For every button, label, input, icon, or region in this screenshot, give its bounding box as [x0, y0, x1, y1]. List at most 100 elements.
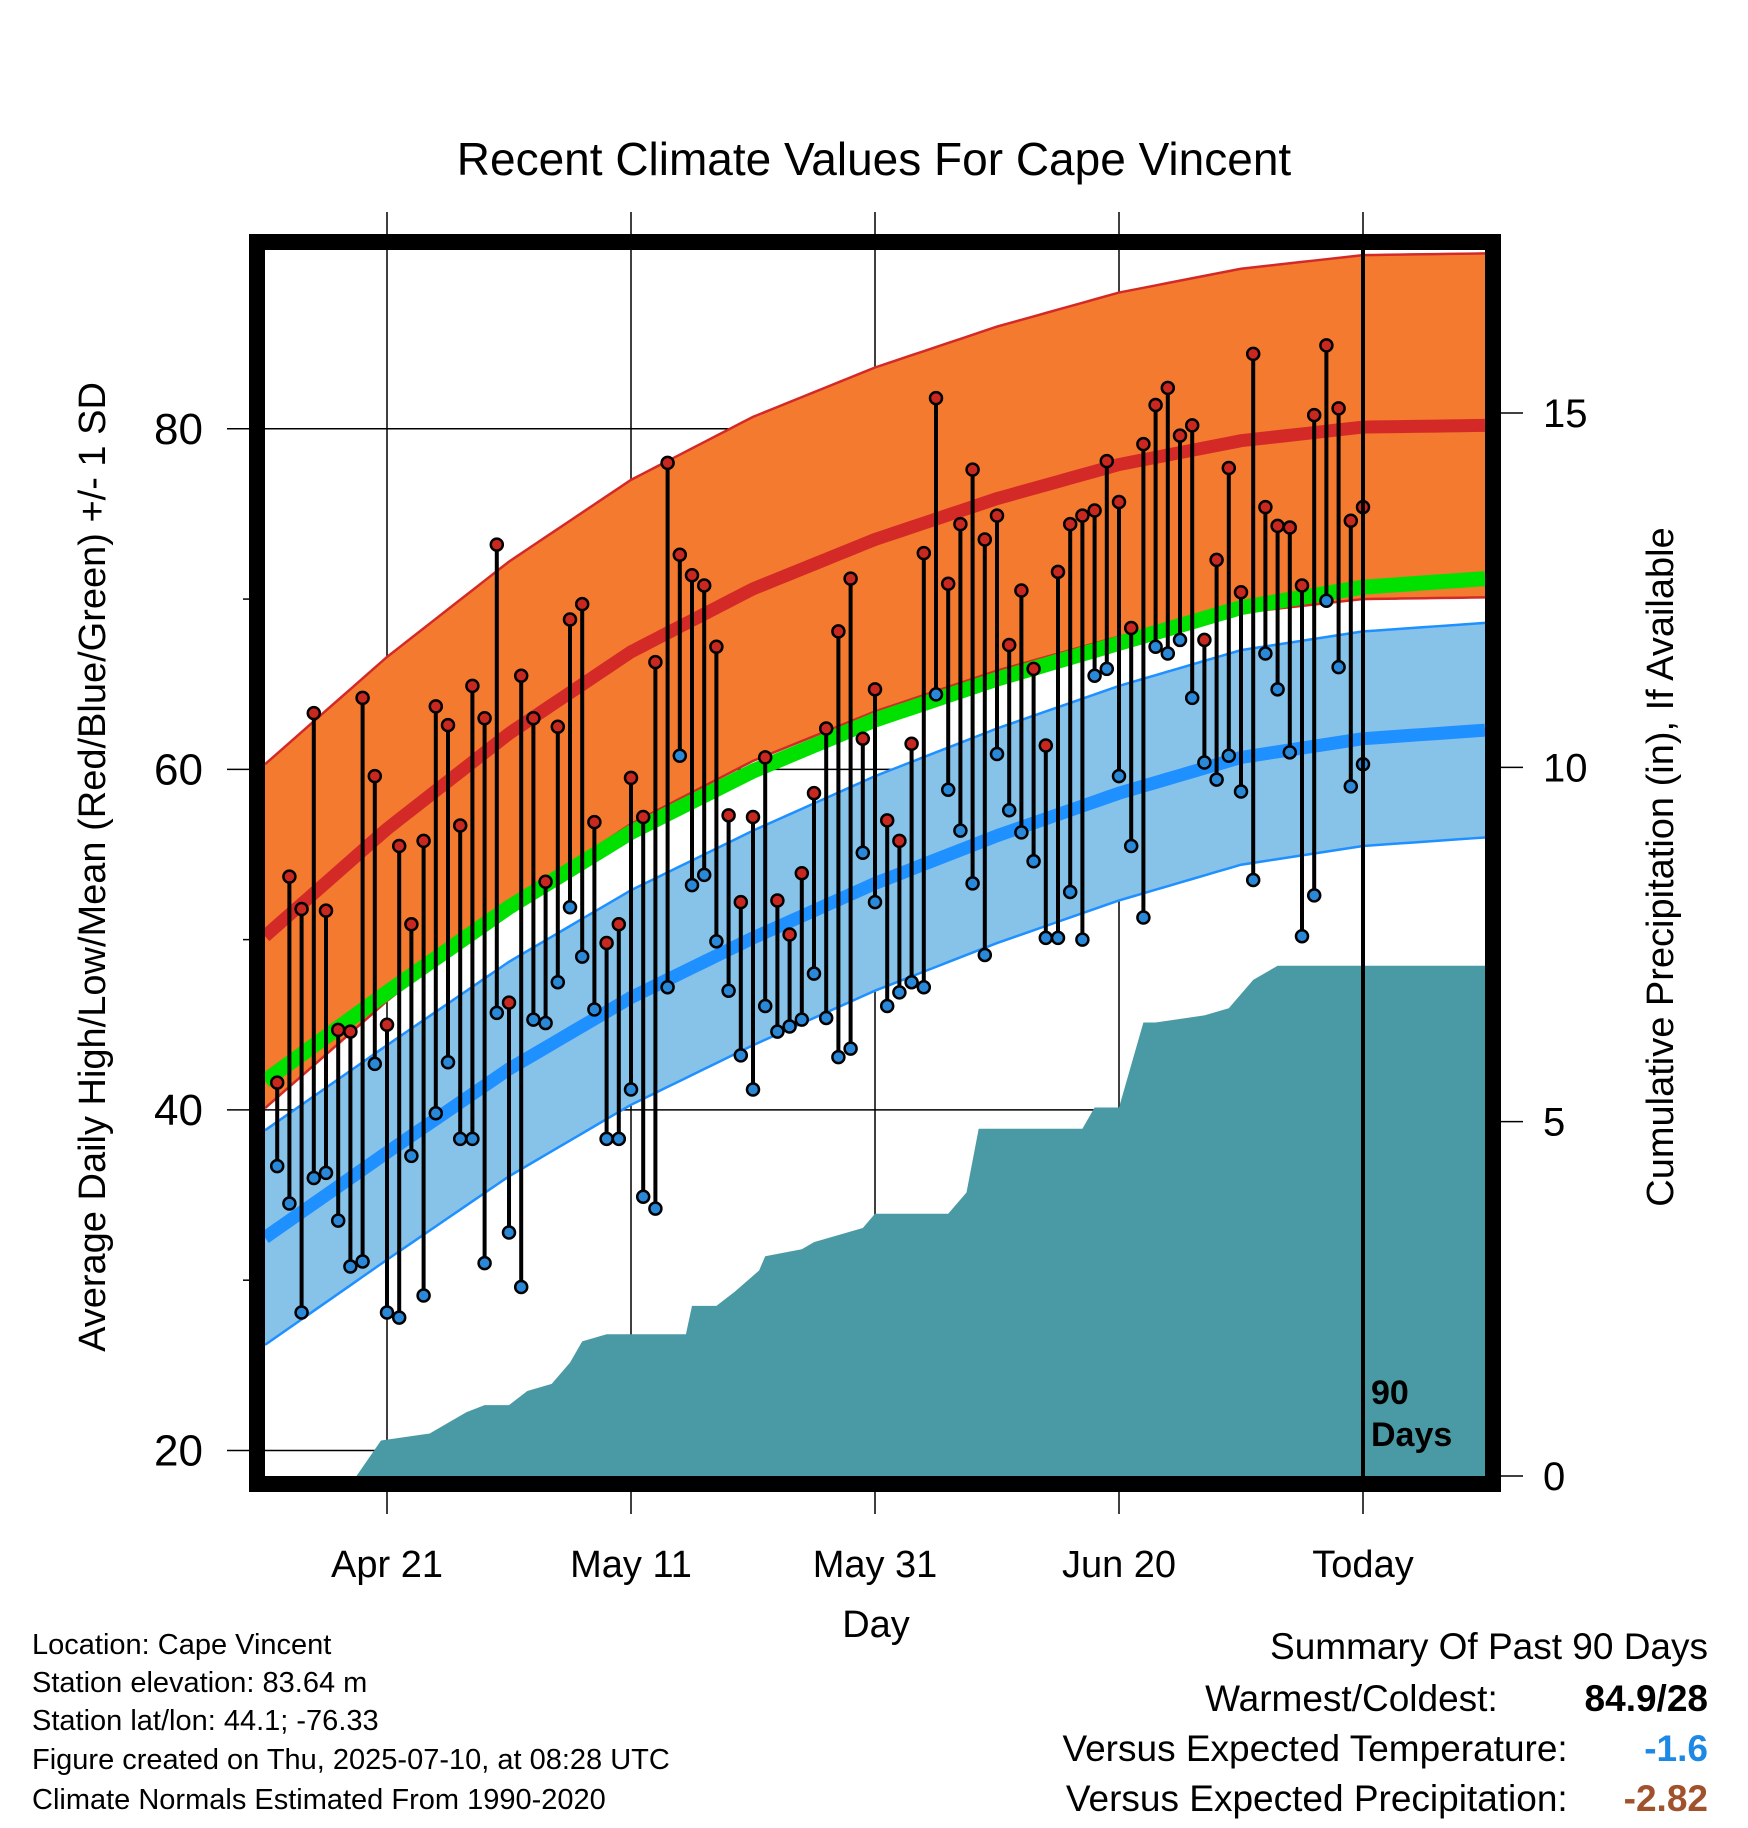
observed-high-point [940, 576, 956, 591]
observed-low-point [1087, 668, 1102, 683]
observed-high-point [1160, 380, 1176, 396]
observed-low-point [1136, 910, 1151, 925]
observed-high-point [330, 1022, 346, 1038]
observed-high-point [1111, 494, 1127, 510]
observed-low-point [1270, 682, 1285, 697]
observed-high-point [440, 717, 456, 733]
observed-high-point [1221, 460, 1237, 476]
observed-low-point [416, 1288, 431, 1303]
observed-low-point [1062, 884, 1078, 900]
observed-low-point [623, 1082, 639, 1097]
observed-low-point [306, 1170, 322, 1186]
observed-low-point [1331, 659, 1346, 675]
observed-low-point [550, 974, 566, 990]
observed-low-point [879, 998, 895, 1014]
observed-high-point [574, 596, 590, 612]
observed-low-point [526, 1012, 541, 1027]
observed-high-point [501, 995, 517, 1010]
observed-high-point [1294, 578, 1310, 593]
observed-high-point [745, 809, 761, 825]
observed-low-point [770, 1024, 785, 1039]
observed-low-point [1014, 825, 1029, 840]
observed-low-point [269, 1158, 285, 1174]
observed-low-point [1038, 930, 1054, 946]
observed-high-point [562, 612, 578, 627]
observed-low-point [574, 949, 590, 964]
observed-high-point [404, 917, 419, 932]
observed-high-point [452, 818, 468, 833]
observed-low-point [721, 983, 736, 998]
observed-high-point [892, 833, 907, 849]
x-axis-label: Day [842, 1604, 910, 1646]
observed-low-point [391, 1310, 407, 1325]
x-tick-label: May 31 [813, 1544, 938, 1586]
footer-normals-note: Climate Normals Estimated From 1990-2020 [32, 1784, 606, 1816]
summary-warmest-coldest: Warmest/Coldest: 84.9/28 [1205, 1680, 1708, 1717]
observed-low-point [1123, 838, 1139, 854]
warmest-coldest-value: 84.9/28 [1584, 1678, 1708, 1719]
observed-low-point [440, 1054, 456, 1070]
observed-high-point [635, 809, 651, 825]
observed-high-point [367, 768, 383, 784]
observed-high-point [550, 719, 566, 735]
observed-low-point [843, 1041, 858, 1056]
observed-low-point [977, 947, 993, 963]
observed-low-point [867, 894, 883, 910]
observed-high-point [282, 869, 297, 884]
observed-high-point [989, 508, 1005, 523]
observed-low-point [282, 1196, 297, 1211]
normal-high-line [260, 418, 1486, 942]
x-tick-label: Apr 21 [331, 1544, 443, 1586]
observed-high-point [733, 894, 749, 910]
observed-low-point [1233, 784, 1249, 799]
observed-high-point [379, 1017, 395, 1033]
observed-low-point [989, 746, 1005, 762]
observed-high-point [757, 750, 773, 765]
observed-low-point [1343, 779, 1359, 794]
observed-low-point [1050, 930, 1066, 946]
observed-high-point [513, 668, 529, 683]
observed-low-point [733, 1048, 749, 1063]
observed-high-point [1123, 620, 1139, 636]
observed-low-point [355, 1254, 370, 1269]
y-tick-label-left: 60 [154, 745, 203, 794]
observed-low-point [599, 1131, 614, 1147]
observed-high-point [806, 785, 822, 801]
observed-high-point [794, 865, 810, 881]
observed-low-point [953, 823, 968, 838]
axes: Apr 21 May 11 May 31 Jun 20 Today 20 40 60 80 0 5 1… [154, 212, 1588, 1586]
observed-high-point [1062, 516, 1078, 532]
observed-low-point [831, 1049, 846, 1065]
observed-low-point [1184, 690, 1200, 706]
observed-high-point [1343, 513, 1359, 528]
observed-low-point [318, 1165, 334, 1181]
observed-low-point [343, 1259, 358, 1274]
observed-high-point [721, 808, 736, 823]
precipitation-value: -2.82 [1623, 1778, 1708, 1819]
observed-low-point [806, 966, 822, 981]
y-tick-label-right: 0 [1543, 1455, 1565, 1499]
observed-high-point [916, 545, 932, 561]
observed-high-point [306, 705, 322, 721]
observed-high-point [1319, 338, 1334, 353]
observed-low-point [684, 877, 700, 893]
observed-high-point [831, 624, 846, 639]
observed-high-point [843, 571, 858, 586]
observed-low-point [367, 1056, 383, 1072]
observed-low-point [1172, 632, 1188, 648]
observed-low-point [1197, 755, 1212, 770]
observed-low-point [1209, 772, 1224, 787]
observed-high-point [904, 736, 919, 752]
observed-high-point [1026, 661, 1041, 677]
y-tick-label-left: 40 [154, 1086, 203, 1135]
observed-low-point [1306, 888, 1322, 903]
observed-low-point [1148, 639, 1163, 654]
observed-high-point [660, 455, 675, 471]
observed-low-point [611, 1131, 627, 1147]
precipitation-area [265, 965, 1485, 1476]
observed-low-point [855, 845, 871, 861]
observed-high-point [965, 462, 980, 477]
observed-low-point [489, 1005, 505, 1021]
observed-high-point [818, 721, 834, 736]
observed-high-point [416, 833, 431, 849]
